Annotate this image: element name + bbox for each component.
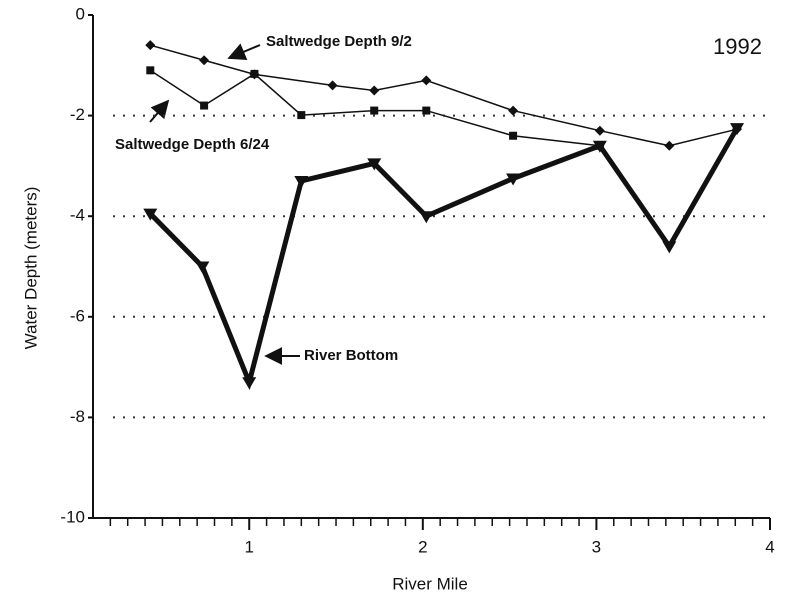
marker — [369, 85, 380, 96]
marker — [664, 140, 675, 151]
annotation: 1992 — [713, 34, 762, 59]
marker — [367, 158, 382, 171]
y-tick-label: -4 — [70, 206, 85, 225]
marker — [419, 211, 434, 224]
y-axis-label: Water Depth (meters) — [21, 187, 40, 350]
series-line — [148, 126, 740, 391]
marker — [594, 125, 605, 136]
marker — [730, 123, 745, 136]
series-line — [150, 44, 738, 147]
marker — [250, 69, 259, 78]
y-tick-label: -8 — [70, 407, 85, 426]
marker — [506, 173, 521, 186]
marker — [294, 175, 309, 188]
y-tick-label: -2 — [70, 105, 85, 124]
marker — [200, 101, 209, 110]
x-tick-label: 3 — [592, 537, 601, 556]
marker — [145, 40, 156, 51]
marker — [195, 261, 210, 274]
marker — [662, 241, 677, 254]
marker — [421, 75, 432, 86]
annotation: Saltwedge Depth 9/2 — [266, 33, 412, 50]
annotation: River Bottom — [304, 347, 398, 364]
annotation: Saltwedge Depth 6/24 — [115, 136, 270, 153]
marker — [146, 66, 155, 75]
marker — [370, 106, 379, 115]
marker — [297, 111, 306, 120]
marker — [592, 140, 607, 153]
arrow — [227, 43, 261, 61]
marker — [509, 131, 518, 140]
marker — [143, 208, 158, 221]
y-tick-label: 0 — [76, 4, 85, 23]
y-tick-label: -6 — [70, 306, 85, 325]
series-line — [149, 69, 600, 147]
x-tick-label: 4 — [765, 537, 774, 556]
marker — [199, 55, 210, 66]
x-tick-label: 2 — [418, 537, 427, 556]
y-tick-label: -10 — [60, 507, 85, 526]
marker — [242, 377, 257, 390]
marker — [508, 105, 519, 116]
x-axis-label: River Mile — [392, 574, 468, 593]
marker — [327, 80, 338, 91]
arrow — [149, 99, 170, 123]
x-tick-label: 1 — [244, 537, 253, 556]
marker — [422, 106, 431, 115]
